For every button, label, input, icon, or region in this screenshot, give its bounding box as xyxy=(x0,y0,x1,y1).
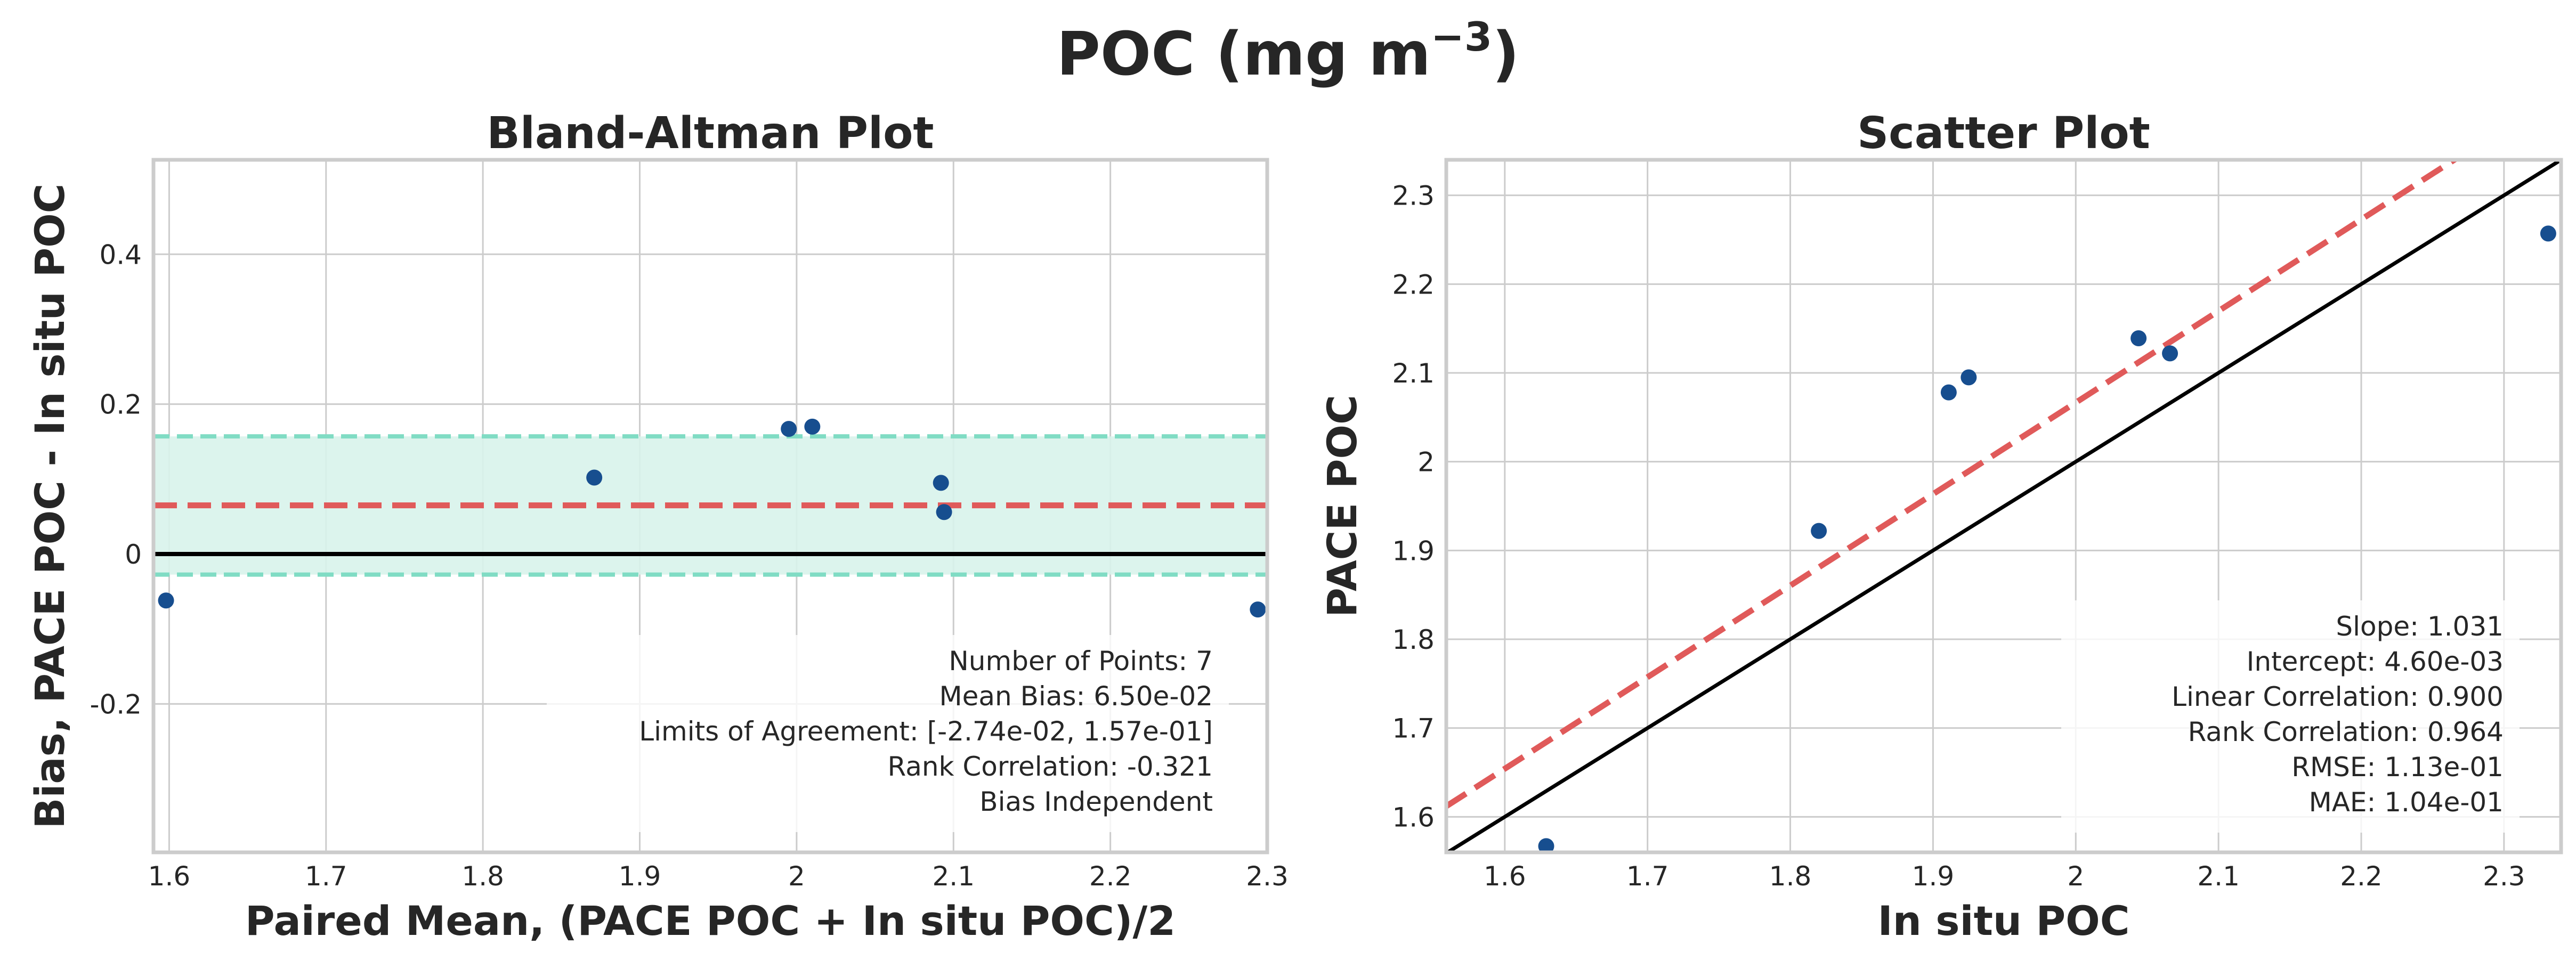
stats-annotation-line: Number of Points: 7 xyxy=(949,646,1213,677)
data-point xyxy=(1961,369,1977,386)
plot-area xyxy=(153,418,1267,618)
stats-annotation-line: MAE: 1.04e-01 xyxy=(2309,787,2504,818)
y-tick-label: 1.6 xyxy=(1392,802,1435,833)
y-tick-label: 1.7 xyxy=(1392,713,1435,744)
y-tick-label: -0.2 xyxy=(90,689,142,720)
stats-annotation-line: RMSE: 1.13e-01 xyxy=(2291,752,2504,783)
x-tick-label: 1.6 xyxy=(1484,861,1526,892)
regression-line xyxy=(1446,160,2460,809)
stats-annotation-box xyxy=(2061,600,2520,833)
bland-altman-plot: 1.6 1.7 1.8 1.9 2 2.1 2.2 2.3 -0.2 0 0.2 0.4 Number … xyxy=(26,108,1289,945)
stats-annotation-line: Mean Bias: 6.50e-02 xyxy=(939,681,1213,712)
x-tick-label: 2.1 xyxy=(933,861,975,892)
x-tick-label: 1.8 xyxy=(461,861,504,892)
x-tick-label: 1.8 xyxy=(1769,861,1812,892)
data-point xyxy=(586,469,603,486)
data-point xyxy=(781,421,797,437)
x-tick-label: 2.2 xyxy=(2340,861,2383,892)
data-point xyxy=(2540,225,2556,242)
x-tick-label: 2 xyxy=(2067,861,2084,892)
data-point xyxy=(1538,838,1554,852)
y-axis-label: PACE POC xyxy=(1318,395,1366,617)
identity-line xyxy=(1446,160,2561,852)
data-point xyxy=(158,592,174,609)
x-tick-label: 2.2 xyxy=(1089,861,1132,892)
y-tick-label: 2.2 xyxy=(1392,269,1435,300)
figure-title-end: ) xyxy=(1492,20,1519,89)
data-point xyxy=(1250,601,1266,618)
scatter-plot: 1.6 1.7 1.8 1.9 2 2.1 2.2 2.3 1.6 1.7 1.8 1.9 2 2.1 2.… xyxy=(1318,108,2563,945)
y-tick-label: 0.4 xyxy=(99,239,142,270)
stats-annotation-line: Limits of Agreement: [-2.74e-02, 1.57e-0… xyxy=(639,716,1213,747)
data-point xyxy=(804,418,821,435)
figure-title-sup: −3 xyxy=(1431,13,1492,60)
data-point xyxy=(1940,384,1957,401)
stats-annotation-box xyxy=(547,635,1229,832)
x-tick-label: 1.9 xyxy=(1912,861,1955,892)
stats-annotation-line: Rank Correlation: 0.964 xyxy=(2188,717,2504,747)
data-point xyxy=(2131,330,2147,346)
x-tick-label: 1.6 xyxy=(148,861,191,892)
figure-title: POC (mg m−3) xyxy=(1057,13,1519,89)
stats-annotation-line: Intercept: 4.60e-03 xyxy=(2247,646,2504,677)
stats-annotation-line: Bias Independent xyxy=(979,786,1213,817)
y-tick-label: 2.1 xyxy=(1392,358,1435,389)
axes-frame xyxy=(151,158,1269,854)
x-tick-label: 2.1 xyxy=(2197,861,2240,892)
x-tick-label: 2.3 xyxy=(2483,861,2525,892)
y-tick-label: 0 xyxy=(125,539,142,570)
axes-frame xyxy=(1444,158,2563,854)
plot-area xyxy=(1446,160,2561,852)
data-point xyxy=(933,475,949,491)
stats-annotation-line: Linear Correlation: 0.900 xyxy=(2172,681,2504,712)
x-tick-label: 1.9 xyxy=(619,861,661,892)
y-tick-label: 0.2 xyxy=(99,389,142,420)
y-tick-label: 1.9 xyxy=(1392,535,1435,566)
y-axis-label: Bias, PACE POC - In situ POC xyxy=(26,183,74,828)
data-point xyxy=(936,504,952,520)
subplot-title: Bland-Altman Plot xyxy=(487,108,934,159)
figure-title-main: POC (mg m xyxy=(1057,20,1431,89)
stats-annotation-line: Rank Correlation: -0.321 xyxy=(888,751,1213,782)
data-point xyxy=(1811,523,1827,539)
x-tick-label: 1.7 xyxy=(1626,861,1669,892)
y-tick-label: 1.8 xyxy=(1392,624,1435,655)
data-point xyxy=(2162,345,2178,362)
stats-annotation-line: Slope: 1.031 xyxy=(2336,611,2504,642)
y-tick-label: 2 xyxy=(1417,447,1435,478)
x-axis-label: In situ POC xyxy=(1877,897,2129,945)
x-tick-label: 2 xyxy=(788,861,805,892)
y-tick-label: 2.3 xyxy=(1392,181,1435,211)
x-tick-label: 1.7 xyxy=(305,861,347,892)
x-tick-label: 2.3 xyxy=(1246,861,1289,892)
subplot-title: Scatter Plot xyxy=(1857,108,2150,159)
x-axis-label: Paired Mean, (PACE POC + In situ POC)/2 xyxy=(245,897,1176,945)
